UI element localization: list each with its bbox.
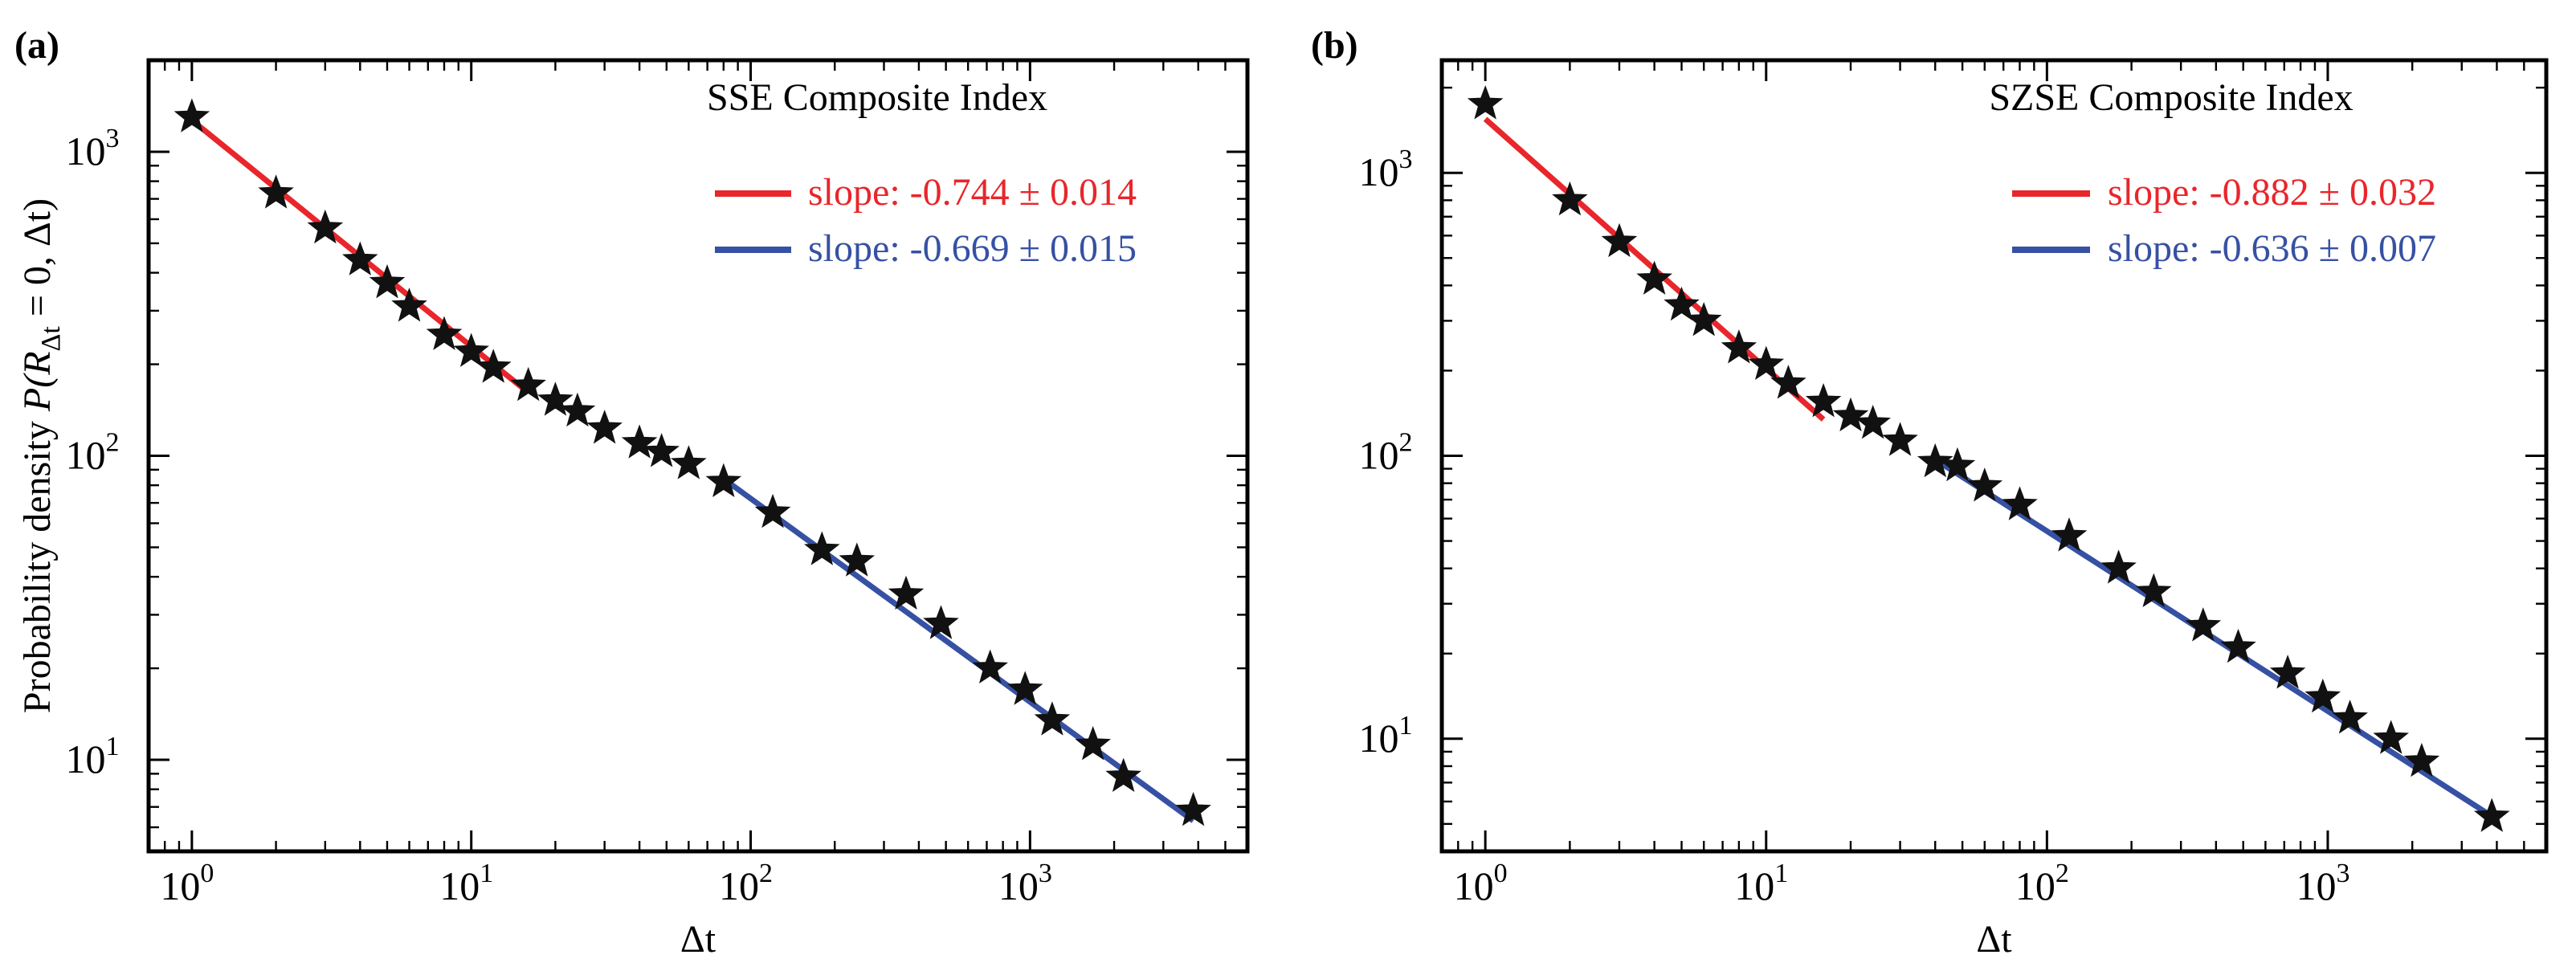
data-point-star [1006,671,1043,705]
data-point-star [621,424,658,459]
x-axis-label: Δt [1976,918,2012,961]
x-tick-label: 102 [719,859,773,908]
data-point-star [1552,181,1588,216]
data-point-star [1685,301,1722,337]
data-point-star [972,649,1008,684]
data-point-star [1882,422,1918,456]
data-point-star [537,381,574,416]
data-point-star [705,463,742,498]
data-point-star [2002,486,2038,520]
plot-frame [146,58,1250,854]
chart-title: SZSE Composite Index [1989,76,2353,119]
data-point-star [586,410,623,444]
data-point-star [1832,397,1869,432]
data-point-star [839,542,876,577]
data-point-star [1721,329,1757,364]
x-tick-label: 101 [439,859,493,908]
y-axis-label: Probability density P(RΔt = 0, Δt) [16,198,66,713]
legend-label: slope: -0.882 ± 0.032 [2108,171,2436,214]
x-tick-label: 103 [998,859,1052,908]
data-point-star [475,349,512,383]
data-point-star [307,209,344,244]
x-tick-label: 101 [1734,859,1788,908]
data-point-star [671,445,707,479]
data-point-star [1467,85,1504,120]
data-point-star [1075,725,1111,761]
y-tick-label: 101 [66,732,120,781]
data-point-star [2305,678,2341,713]
data-point-star [2051,517,2088,552]
data-point-star [1939,447,1976,482]
data-point-star [888,575,925,610]
data-point-star [1636,260,1672,295]
plot-frame [1439,58,2549,854]
data-point-star [426,316,463,350]
chart-panel-b: (b) 100 101 102 103 101 102 103 Δt SZSE Composite… [1311,24,2549,961]
panel-label: (b) [1311,24,1358,67]
x-tick-label: 102 [2015,859,2069,908]
data-point-star [2136,573,2172,608]
data-point-star [1770,365,1806,399]
data-point-star [2100,549,2137,584]
data-point-star [1105,757,1141,793]
x-tick-label: 100 [160,859,214,908]
chart-title: SSE Composite Index [707,76,1047,119]
data-point-star [754,493,791,528]
panel-label: (a) [14,24,59,67]
data-point-star [1917,443,1953,478]
data-point-star [923,605,959,639]
legend-label: slope: -0.636 ± 0.007 [2108,227,2436,270]
data-point-star [1664,286,1700,321]
y-tick-label: 103 [66,124,120,173]
data-points [174,98,1211,826]
data-point-star [342,241,378,275]
data-point-star [2373,720,2409,754]
data-point-star [559,392,596,427]
data-point-star [643,433,680,467]
chart-panel-a: (a) 100 101 102 103 101 102 103 Δt Probability de… [14,24,1250,961]
x-tick-label: 103 [2296,859,2349,908]
data-point-star [2473,798,2510,832]
y-tick-label: 102 [1359,428,1413,478]
data-point-star [174,98,210,133]
legend-label: slope: -0.744 ± 0.014 [808,171,1137,214]
data-points [1467,85,2510,832]
data-point-star [391,288,427,322]
data-point-star [1805,382,1842,418]
x-axis-label: Δt [680,918,716,961]
y-tick-label: 102 [66,428,120,478]
data-point-star [258,174,294,209]
legend-label: slope: -0.669 ± 0.015 [808,227,1137,270]
data-point-star [510,366,546,402]
y-tick-label: 101 [1359,711,1413,761]
data-point-star [1855,404,1891,439]
data-point-star [1601,222,1638,258]
data-point-star [2332,700,2368,734]
data-point-star [1034,701,1071,736]
data-point-star [369,263,406,299]
data-point-star [2269,655,2306,689]
data-point-star [1966,467,2003,502]
x-tick-label: 100 [1454,859,1508,908]
data-point-star [1175,791,1211,826]
data-point-star [804,531,840,565]
fit-line-blue [1933,457,2494,819]
data-point-star [2185,607,2222,642]
data-point-star [2220,628,2256,663]
data-point-star [453,333,489,367]
fit-line-blue [721,476,1195,823]
y-tick-label: 103 [1359,145,1413,194]
data-point-star [1748,345,1785,380]
data-point-star [2403,742,2440,777]
